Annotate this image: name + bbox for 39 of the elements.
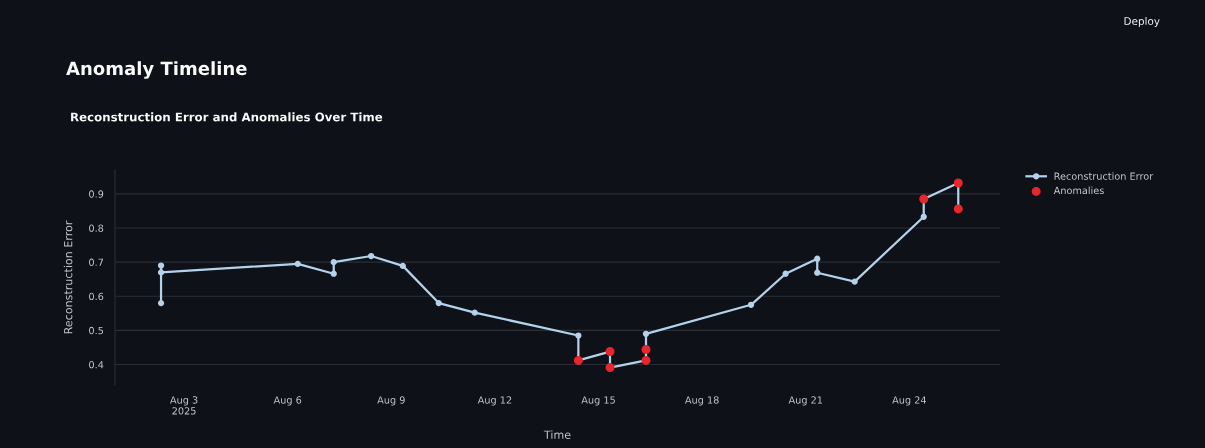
point — [368, 252, 375, 260]
point — [642, 330, 650, 337]
x-tick-label: Aug 15 — [581, 396, 615, 406]
text: Deploy — [1124, 16, 1160, 28]
point — [330, 270, 337, 277]
point — [157, 299, 165, 307]
legend-label: Reconstruction Error — [1054, 172, 1154, 180]
point — [399, 262, 406, 270]
y-tick-label: 0.7 — [89, 258, 104, 266]
point — [747, 301, 755, 308]
y-tick-label: 0.9 — [89, 190, 104, 198]
x-tick-label: Aug 24 — [892, 396, 927, 406]
point — [575, 332, 582, 339]
x-tick-label: Aug 9 — [377, 396, 405, 406]
chart-title: Anomaly Timeline — [66, 61, 247, 79]
legend-label: Anomalies — [1053, 186, 1104, 195]
point — [814, 269, 821, 276]
x-tick-label: Aug 3 2025 — [170, 396, 198, 415]
x-tick-label: Aug 21 — [788, 396, 823, 406]
y-tick-label: 0.6 — [89, 292, 104, 301]
point — [920, 213, 927, 220]
point — [851, 278, 858, 285]
x-tick-label: Aug 6 — [273, 396, 302, 406]
x-tick-label: Aug 18 — [684, 396, 719, 406]
point — [157, 269, 165, 276]
y-axis-title: Reconstruction Error — [63, 220, 73, 334]
point — [294, 260, 301, 267]
y-tick-label: 0.5 — [89, 326, 104, 335]
point — [814, 255, 821, 262]
chart-subtitle: Reconstruction Error and Anomalies Over Time — [71, 112, 383, 122]
point — [435, 299, 442, 307]
point — [330, 259, 337, 266]
point — [471, 309, 478, 316]
y-tick-label: 0.4 — [89, 361, 104, 369]
point — [782, 270, 789, 277]
point — [157, 262, 165, 269]
x-axis-title: Time — [543, 430, 571, 439]
x-tick-label: Aug 12 — [477, 396, 512, 406]
y-tick-label: 0.8 — [89, 224, 104, 232]
